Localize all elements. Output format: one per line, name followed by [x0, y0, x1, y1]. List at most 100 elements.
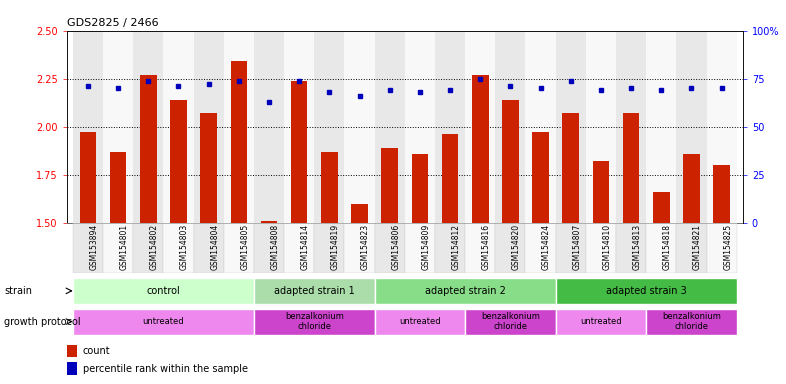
Text: GSM154813: GSM154813 — [633, 224, 641, 270]
Bar — [532, 132, 549, 223]
Bar — [412, 154, 428, 223]
Bar — [351, 204, 368, 223]
Bar — [465, 223, 495, 273]
Bar — [677, 223, 707, 273]
Text: untreated: untreated — [399, 317, 441, 326]
Text: control: control — [146, 286, 180, 296]
Bar — [677, 31, 707, 223]
Bar — [502, 100, 519, 223]
Bar — [261, 221, 277, 223]
Bar — [646, 223, 677, 273]
Bar — [73, 309, 254, 334]
Bar — [616, 223, 646, 273]
Bar — [224, 31, 254, 223]
Bar — [435, 223, 465, 273]
Bar — [67, 362, 77, 375]
Bar — [344, 31, 375, 223]
Text: GSM154824: GSM154824 — [542, 224, 551, 270]
Bar — [683, 154, 700, 223]
Text: GSM154820: GSM154820 — [512, 224, 521, 270]
Bar — [254, 223, 284, 273]
Bar — [344, 223, 375, 273]
Text: GDS2825 / 2466: GDS2825 / 2466 — [67, 18, 159, 28]
Text: GSM154818: GSM154818 — [663, 224, 672, 270]
Bar — [200, 113, 217, 223]
Text: GSM154808: GSM154808 — [270, 224, 280, 270]
Bar — [556, 278, 736, 304]
Bar — [73, 31, 103, 223]
Bar — [465, 31, 495, 223]
Bar — [375, 31, 405, 223]
Text: GSM154806: GSM154806 — [391, 224, 400, 270]
Bar — [193, 31, 224, 223]
Bar — [646, 31, 677, 223]
Bar — [405, 223, 435, 273]
Bar — [133, 223, 163, 273]
Text: GSM153894: GSM153894 — [90, 224, 98, 270]
Bar — [254, 309, 375, 334]
Bar — [526, 31, 556, 223]
Bar — [707, 31, 736, 223]
Bar — [170, 100, 187, 223]
Bar — [73, 223, 103, 273]
Text: adapted strain 2: adapted strain 2 — [424, 286, 505, 296]
Text: GSM154809: GSM154809 — [421, 224, 431, 270]
Bar — [375, 278, 556, 304]
Bar — [375, 309, 465, 334]
Bar — [556, 309, 646, 334]
Text: GSM154816: GSM154816 — [482, 224, 490, 270]
Bar — [314, 31, 344, 223]
Bar — [714, 165, 730, 223]
Bar — [163, 31, 193, 223]
Text: GSM154801: GSM154801 — [119, 224, 129, 270]
Bar — [224, 223, 254, 273]
Text: GSM154810: GSM154810 — [602, 224, 612, 270]
Bar — [616, 31, 646, 223]
Bar — [163, 223, 193, 273]
Text: GSM154821: GSM154821 — [693, 224, 702, 270]
Bar — [110, 152, 127, 223]
Bar — [321, 152, 338, 223]
Bar — [495, 223, 526, 273]
Bar — [623, 113, 640, 223]
Bar — [254, 31, 284, 223]
Bar — [291, 81, 307, 223]
Text: adapted strain 1: adapted strain 1 — [274, 286, 354, 296]
Bar — [442, 134, 458, 223]
Bar — [73, 278, 254, 304]
Bar — [405, 31, 435, 223]
Text: GSM154825: GSM154825 — [723, 224, 732, 270]
Text: GSM154819: GSM154819 — [331, 224, 340, 270]
Text: growth protocol: growth protocol — [4, 316, 80, 327]
Text: GSM154807: GSM154807 — [572, 224, 582, 270]
Text: GSM154804: GSM154804 — [210, 224, 219, 270]
Bar — [556, 223, 586, 273]
Text: GSM154812: GSM154812 — [452, 224, 461, 270]
Bar — [67, 345, 77, 357]
Text: count: count — [83, 346, 110, 356]
Bar — [103, 31, 133, 223]
Text: GSM154803: GSM154803 — [180, 224, 189, 270]
Text: GSM154814: GSM154814 — [301, 224, 310, 270]
Bar — [495, 31, 526, 223]
Bar — [133, 31, 163, 223]
Text: GSM154823: GSM154823 — [361, 224, 370, 270]
Bar — [314, 223, 344, 273]
Bar — [435, 31, 465, 223]
Bar — [563, 113, 579, 223]
Bar — [593, 161, 609, 223]
Bar — [653, 192, 670, 223]
Bar — [586, 31, 616, 223]
Bar — [586, 223, 616, 273]
Bar — [556, 31, 586, 223]
Text: strain: strain — [4, 286, 32, 296]
Text: benzalkonium
chloride: benzalkonium chloride — [481, 312, 540, 331]
Bar — [140, 75, 156, 223]
Bar — [284, 31, 314, 223]
Bar — [284, 223, 314, 273]
Bar — [254, 278, 375, 304]
Bar — [465, 309, 556, 334]
Bar — [79, 132, 96, 223]
Bar — [526, 223, 556, 273]
Text: percentile rank within the sample: percentile rank within the sample — [83, 364, 248, 374]
